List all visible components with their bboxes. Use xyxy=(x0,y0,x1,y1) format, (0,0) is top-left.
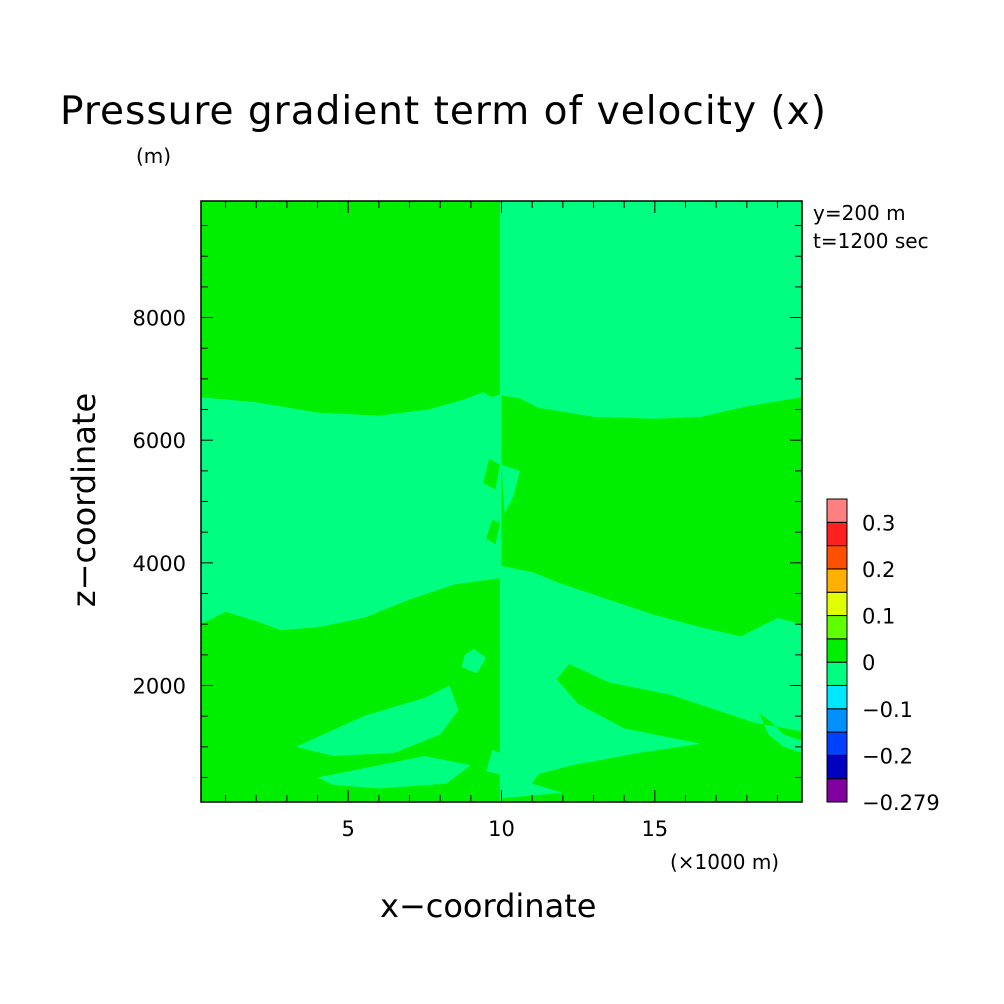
contour-region-2 xyxy=(201,578,500,802)
contour-region-9 xyxy=(483,458,500,490)
colorbar-segment xyxy=(826,638,848,663)
contour-region-12 xyxy=(519,618,545,652)
contour-region-10 xyxy=(501,418,517,441)
colorbar-label: 0 xyxy=(862,651,875,675)
x-tick-label: 15 xyxy=(641,817,668,841)
contour-region-8 xyxy=(486,519,500,545)
chart-title: Pressure gradient term of velocity (x) xyxy=(60,89,827,134)
colorbar-segment xyxy=(826,708,848,733)
colorbar-label: 0.1 xyxy=(862,605,895,629)
y-position-info: y=200 m xyxy=(813,201,906,225)
colorbar-label: 0.3 xyxy=(862,511,895,535)
contour-region-6 xyxy=(501,664,802,802)
contour-region-0 xyxy=(201,201,500,416)
contour-region-1 xyxy=(501,395,802,637)
colorbar-segment xyxy=(826,661,848,686)
colorbar-segment xyxy=(826,684,848,710)
colorbar-segment xyxy=(826,778,848,803)
contour-region-5 xyxy=(461,648,487,674)
colorbar-label: 0.2 xyxy=(862,558,895,582)
colorbar-label: −0.1 xyxy=(862,698,913,722)
contour-region-14 xyxy=(486,749,500,775)
contour-region-4 xyxy=(317,756,471,789)
colorbar-label: −0.279 xyxy=(862,791,940,815)
y-axis-unit: (m) xyxy=(136,144,172,168)
y-tick-label: 8000 xyxy=(133,307,186,331)
colorbar-segment xyxy=(826,731,848,756)
x-axis-unit: (×1000 m) xyxy=(670,850,780,874)
contour-region-13 xyxy=(458,596,484,622)
contour-region-3 xyxy=(296,685,459,756)
contour-region-11 xyxy=(510,716,551,744)
x-tick-label: 10 xyxy=(488,817,515,841)
x-tick-label: 5 xyxy=(341,817,354,841)
y-tick-label: 2000 xyxy=(133,674,186,698)
colorbar-segment xyxy=(826,591,848,617)
y-tick-label: 4000 xyxy=(133,552,186,576)
colorbar-segment xyxy=(826,498,848,523)
time-info: t=1200 sec xyxy=(813,229,929,253)
colorbar-segment xyxy=(826,615,848,640)
colorbar-label: −0.2 xyxy=(862,744,913,768)
colorbar-segment xyxy=(826,545,848,570)
colorbar-segment xyxy=(826,754,848,780)
colorbar-segment xyxy=(826,568,848,593)
colorbar-segment xyxy=(826,521,848,547)
x-axis-label: x−coordinate xyxy=(380,887,597,925)
y-tick-label: 6000 xyxy=(133,429,186,453)
contour-region-7 xyxy=(501,464,520,514)
